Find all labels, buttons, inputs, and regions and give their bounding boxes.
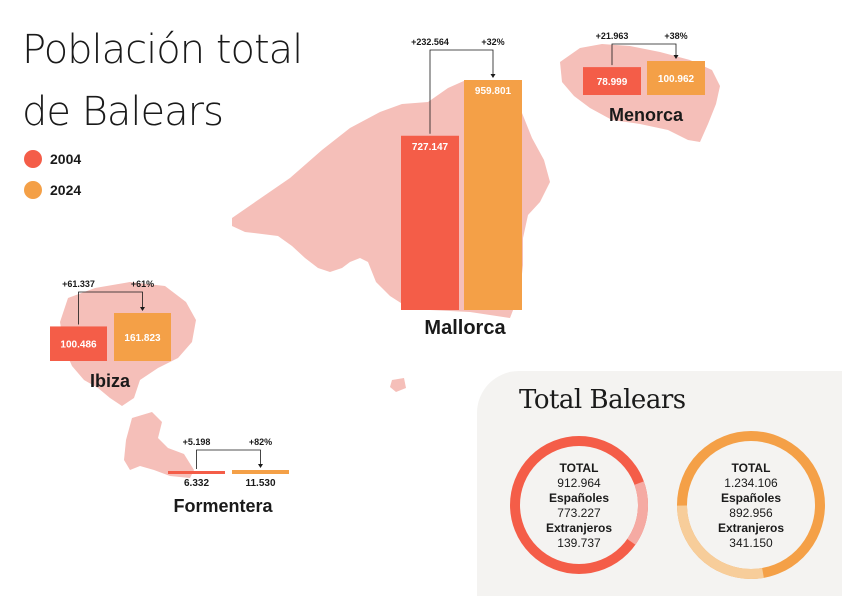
ring-2004-extranjeros-value: 139.737	[557, 536, 601, 550]
change-arrowhead-mallorca	[490, 74, 496, 78]
change-connector-menorca	[611, 43, 677, 66]
bar-formentera-2024	[232, 470, 289, 474]
total-balears-title: Total Balears	[519, 385, 686, 415]
ring-2024-espanoles-label: Españoles	[720, 491, 782, 505]
bar-ibiza-2024	[114, 313, 171, 361]
change-abs-menorca: +21.963	[596, 31, 629, 41]
ring-2004-total-label: TOTAL	[559, 461, 599, 475]
bar-ibiza-2004	[50, 326, 107, 361]
change-arrowhead-menorca	[673, 55, 679, 59]
ring-2004-total-value: 912.964	[557, 476, 601, 490]
chart-marks: 727.147 959.801 +232.564 +32% Mallorca 78.999…	[50, 31, 705, 516]
ring-2024-text: TOTAL 1.234.106 Españoles 892.956 Extran…	[696, 461, 806, 551]
legend-label-2024: 2024	[50, 182, 82, 198]
value-formentera-2004: 6.332	[184, 478, 209, 489]
island-label-menorca: Menorca	[609, 105, 684, 125]
change-arrowhead-ibiza	[140, 307, 145, 311]
title-line-2: de Balears	[22, 89, 224, 135]
ring-2024-total-label: TOTAL	[731, 461, 771, 475]
legend-dot-2004	[24, 150, 42, 168]
value-mallorca-2024: 959.801	[475, 86, 512, 97]
change-abs-ibiza: +61.337	[62, 279, 95, 289]
change-connector-formentera	[196, 449, 261, 469]
ring-2024-espanoles-value: 892.956	[729, 506, 773, 520]
change-connector-mallorca	[429, 49, 494, 134]
ring-2004-extranjeros-label: Extranjeros	[545, 521, 613, 535]
total-balears-panel: Total Balears TOTAL 912.964 Españoles 77…	[477, 371, 842, 596]
value-mallorca-2004: 727.147	[412, 142, 449, 153]
formentera-shape	[124, 412, 194, 478]
bar-mallorca-2024	[464, 80, 522, 310]
title-line-1: Población total	[22, 27, 303, 73]
legend-dot-2024	[24, 181, 42, 199]
change-pct-ibiza: +61%	[131, 279, 154, 289]
change-abs-formentera: +5.198	[183, 437, 211, 447]
bar-formentera-2004	[168, 471, 225, 474]
legend-label-2004: 2004	[50, 151, 82, 167]
island-label-formentera: Formentera	[173, 496, 273, 516]
value-menorca-2024: 100.962	[658, 74, 695, 85]
ring-y2004-extranjeros-arc	[510, 436, 648, 574]
bar-mallorca-2004	[401, 135, 459, 310]
bar-menorca-2024	[647, 61, 705, 95]
change-pct-mallorca: +32%	[481, 37, 504, 47]
change-pct-formentera: +82%	[249, 437, 272, 447]
change-arrowhead-formentera	[258, 464, 263, 468]
ring-2024-total-value: 1.234.106	[724, 476, 778, 490]
value-menorca-2004: 78.999	[597, 77, 628, 88]
change-abs-mallorca: +232.564	[411, 37, 449, 47]
change-connector-ibiza	[78, 291, 143, 325]
value-ibiza-2004: 100.486	[60, 340, 97, 351]
ring-2024-extranjeros-label: Extranjeros	[717, 521, 785, 535]
island-label-mallorca: Mallorca	[424, 317, 506, 339]
ring-2024-extranjeros-value: 341.150	[729, 536, 773, 550]
ring-2004-text: TOTAL 912.964 Españoles 773.227 Extranje…	[524, 461, 634, 551]
ring-2004-espanoles-label: Españoles	[548, 491, 610, 505]
ring-2004-espanoles-value: 773.227	[557, 506, 601, 520]
legend-item-2024: 2024	[24, 181, 81, 199]
value-ibiza-2024: 161.823	[124, 333, 161, 344]
change-pct-menorca: +38%	[664, 31, 687, 41]
island-label-ibiza: Ibiza	[90, 371, 131, 391]
totals-donut-charts	[510, 431, 825, 579]
mallorca-islet	[390, 378, 406, 392]
value-formentera-2024: 11.530	[245, 478, 275, 489]
legend-item-2004: 2004	[24, 150, 81, 168]
bar-menorca-2004	[583, 67, 641, 95]
